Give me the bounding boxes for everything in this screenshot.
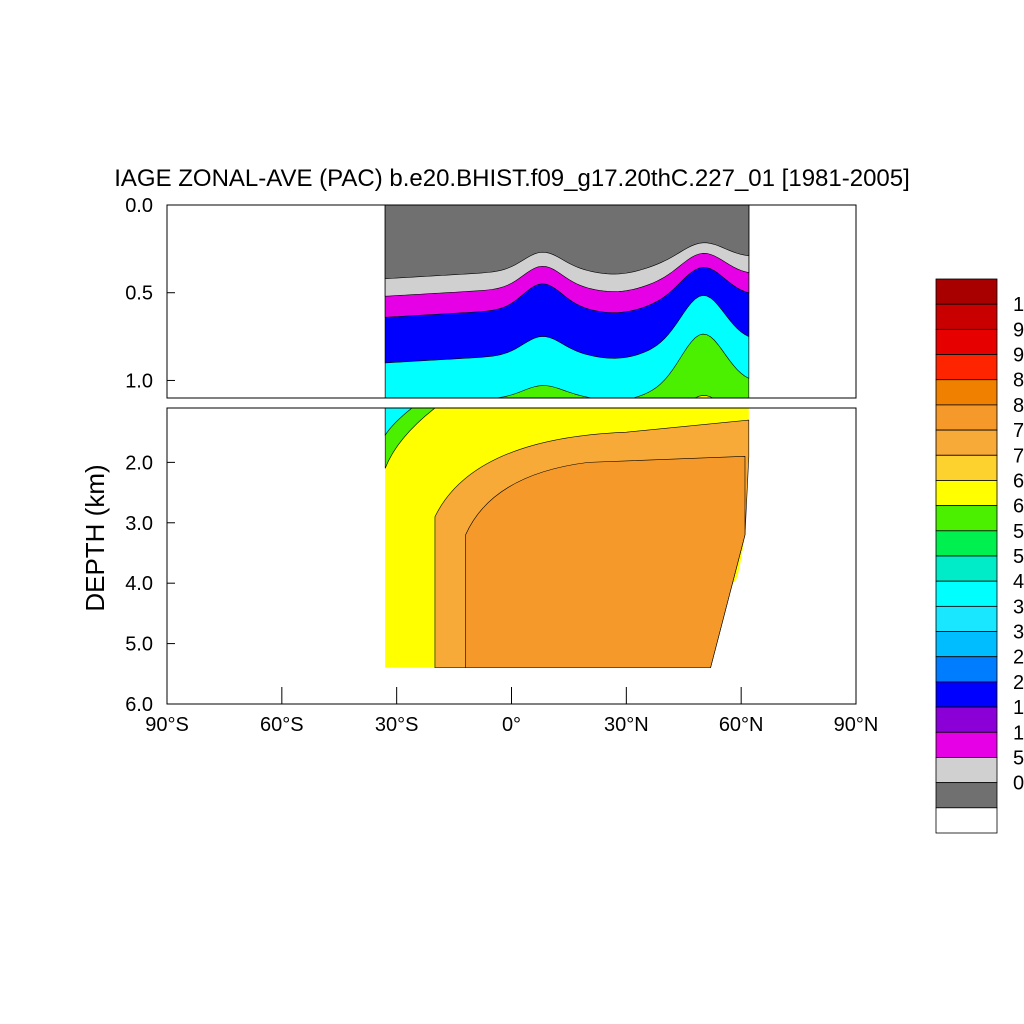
colorbar-label: 6 bbox=[1013, 470, 1024, 492]
colorbar-swatch bbox=[935, 757, 998, 784]
y-tick-label: 4.0 bbox=[125, 573, 153, 595]
x-tick-label: 60°N bbox=[719, 714, 764, 736]
y-tick-label: 1.0 bbox=[125, 370, 153, 392]
y-tick-label: 5.0 bbox=[125, 634, 153, 656]
colorbar-swatch bbox=[935, 354, 998, 381]
colorbar-swatch bbox=[935, 303, 998, 330]
colorbar-swatch bbox=[935, 807, 998, 834]
x-tick-label: 60°S bbox=[260, 714, 304, 736]
colorbar: 1 9 9 8 8 7 7 6 6 5 5 4 3 3 2 2 1 1 5 0 bbox=[935, 278, 1024, 834]
colorbar-label: 7 bbox=[1013, 445, 1024, 467]
region-surface-young bbox=[384, 205, 750, 280]
colorbar-swatch bbox=[935, 328, 998, 355]
colorbar-swatch bbox=[935, 731, 998, 758]
y-tick-label: 6.0 bbox=[125, 694, 153, 716]
colorbar-label: 2 bbox=[1013, 647, 1024, 669]
lower-panel: 2.0 3.0 4.0 5.0 6.0 bbox=[125, 407, 857, 716]
colorbar-swatch bbox=[935, 656, 998, 683]
y-axis-label: DEPTH (km) bbox=[80, 464, 110, 611]
colorbar-swatch bbox=[935, 278, 998, 305]
y-tick-label: 3.0 bbox=[125, 513, 153, 535]
chart-title: IAGE ZONAL-AVE (PAC) b.e20.BHIST.f09_g17… bbox=[114, 165, 910, 192]
colorbar-swatch bbox=[935, 706, 998, 733]
x-axis: 90°S 60°S 30°S 0° 30°N 60°N 90°N bbox=[145, 687, 878, 736]
region-abyssal-old bbox=[465, 456, 746, 669]
x-tick-label: 0° bbox=[502, 714, 521, 736]
y-tick-label: 0.0 bbox=[125, 195, 153, 217]
upper-panel: 0.0 0.5 1.0 bbox=[125, 195, 857, 399]
y-tick-label: 0.5 bbox=[125, 283, 153, 305]
colorbar-label: 6 bbox=[1013, 496, 1024, 518]
colorbar-label: 0 bbox=[1013, 773, 1024, 795]
colorbar-swatch bbox=[935, 505, 998, 532]
colorbar-swatch bbox=[935, 530, 998, 557]
colorbar-label: 5 bbox=[1013, 521, 1024, 543]
colorbar-swatch bbox=[935, 404, 998, 431]
colorbar-label: 5 bbox=[1013, 546, 1024, 568]
x-tick-label: 90°S bbox=[145, 714, 189, 736]
colorbar-swatch bbox=[935, 605, 998, 632]
colorbar-label: 9 bbox=[1013, 319, 1024, 341]
colorbar-swatch bbox=[935, 580, 998, 607]
colorbar-label: 1 bbox=[1013, 697, 1024, 719]
colorbar-swatch bbox=[935, 555, 998, 582]
colorbar-label: 5 bbox=[1013, 747, 1024, 769]
colorbar-label: 1 bbox=[1013, 722, 1024, 744]
colorbar-swatch bbox=[935, 454, 998, 481]
colorbar-label: 1 bbox=[1013, 294, 1024, 316]
colorbar-label: 8 bbox=[1013, 395, 1024, 417]
colorbar-label: 3 bbox=[1013, 596, 1024, 618]
colorbar-label: 8 bbox=[1013, 370, 1024, 392]
colorbar-swatch bbox=[935, 631, 998, 658]
region-intermediate-green-lower bbox=[384, 408, 436, 469]
colorbar-swatch bbox=[935, 681, 998, 708]
colorbar-swatch bbox=[935, 480, 998, 507]
y-tick-label: 2.0 bbox=[125, 452, 153, 474]
upper-panel-frame bbox=[166, 204, 857, 399]
colorbar-label: 3 bbox=[1013, 622, 1024, 644]
x-tick-label: 30°S bbox=[375, 714, 419, 736]
colorbar-swatch bbox=[935, 782, 998, 809]
x-tick-label: 90°N bbox=[834, 714, 879, 736]
colorbar-label: 4 bbox=[1013, 571, 1024, 593]
colorbar-swatch bbox=[935, 379, 998, 406]
colorbar-label: 7 bbox=[1013, 420, 1024, 442]
colorbar-swatch bbox=[935, 429, 998, 456]
colorbar-label: 2 bbox=[1013, 672, 1024, 694]
x-tick-label: 30°N bbox=[604, 714, 649, 736]
colorbar-label: 9 bbox=[1013, 345, 1024, 367]
